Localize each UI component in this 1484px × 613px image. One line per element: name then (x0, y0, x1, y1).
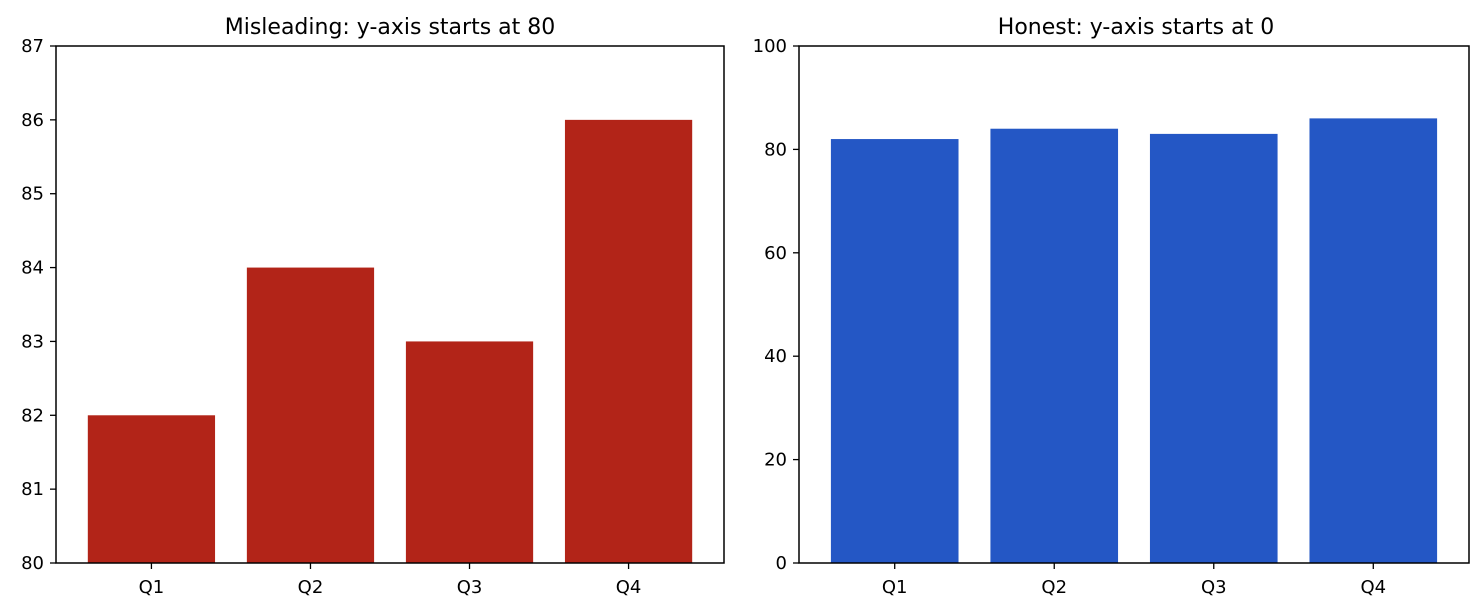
bar-q3 (1149, 133, 1278, 563)
x-axis-ticks: Q1 Q2 Q3 Q4 (882, 563, 1386, 598)
chart-title: Misleading: y-axis starts at 80 (225, 15, 556, 40)
x-tick-label: Q2 (298, 577, 324, 598)
y-tick-label: 82 (21, 405, 44, 426)
y-tick-label: 87 (21, 36, 44, 57)
bar-q2 (246, 267, 375, 563)
bars (830, 118, 1438, 563)
chart-misleading: Misleading: y-axis starts at 80 80 81 82 83… (21, 15, 725, 598)
y-tick-label: 0 (776, 553, 787, 574)
chart-title: Honest: y-axis starts at 0 (998, 15, 1274, 40)
bars (87, 119, 693, 564)
x-tick-label: Q3 (457, 577, 483, 598)
bar-q3 (405, 341, 534, 563)
x-tick-label: Q3 (1201, 577, 1227, 598)
x-tick-label: Q1 (139, 577, 165, 598)
chart-honest: Honest: y-axis starts at 0 020406080100 … (753, 15, 1470, 598)
bar-q1 (830, 139, 959, 563)
y-axis-ticks: 0 20 40 60 80 100 (753, 36, 799, 574)
y-tick-label: 80 (21, 553, 44, 574)
x-tick-label: Q4 (1360, 577, 1386, 598)
x-tick-label: Q2 (1041, 577, 1067, 598)
y-tick-label: 86 (21, 110, 44, 131)
bar-q2 (990, 128, 1119, 563)
bar-q4 (564, 119, 693, 564)
y-tick-label: 85 (21, 184, 44, 205)
y-tick-label: 81 (21, 479, 44, 500)
y-tick-label: 80 (764, 139, 787, 160)
y-tick-label: 40 (764, 346, 787, 367)
y-tick-label: 83 (21, 331, 44, 352)
x-tick-label: Q4 (616, 577, 642, 598)
y-tick-label: 100 (753, 36, 787, 57)
x-axis-ticks: Q1 Q2 Q3 Q4 (139, 563, 642, 598)
y-tick-label: 20 (764, 450, 787, 471)
y-axis-ticks: 80 81 82 83 84 85 86 87 (21, 36, 56, 574)
bar-q1 (87, 415, 216, 563)
x-tick-label: Q1 (882, 577, 908, 598)
plot-frame (798, 45, 1470, 564)
y-tick-label: 60 (764, 243, 787, 264)
bar-q4 (1309, 118, 1438, 563)
plot-frame (55, 45, 725, 564)
y-tick-label: 84 (21, 258, 44, 279)
